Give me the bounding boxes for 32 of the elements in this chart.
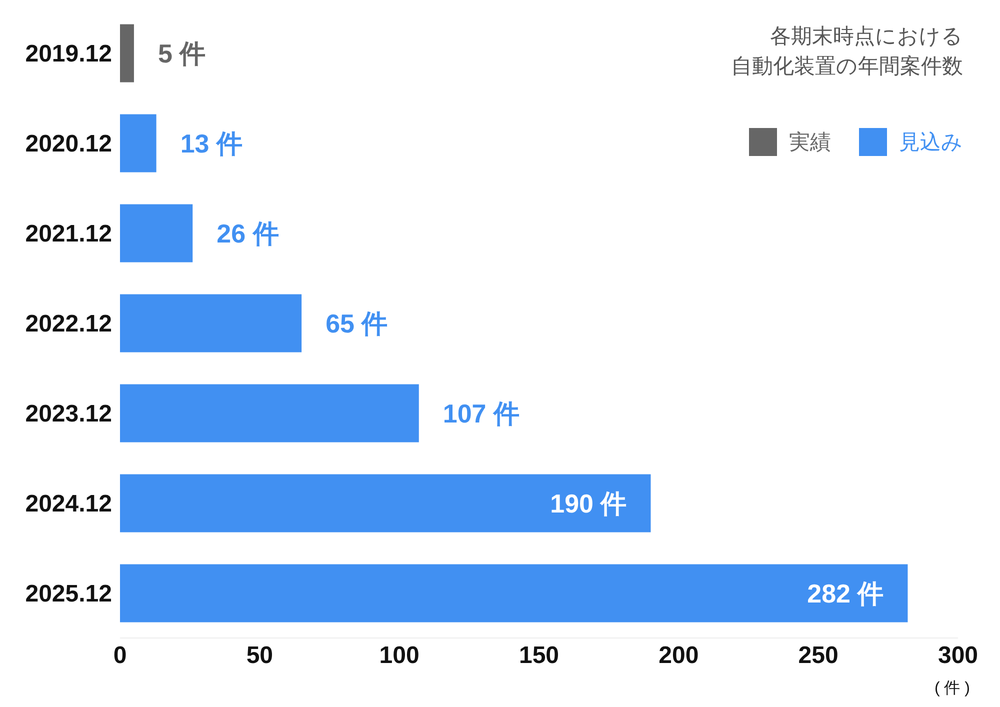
- y-tick-label: 2023.12: [25, 400, 112, 428]
- legend-label: 見込み: [899, 130, 963, 156]
- x-tick-label: 150: [518, 642, 560, 670]
- bar: [120, 24, 134, 82]
- legend-label: 実績: [789, 130, 831, 156]
- y-tick-label: 2022.12: [25, 310, 112, 338]
- bar: [120, 114, 156, 172]
- data-label: 190 件: [550, 488, 627, 518]
- bar: [120, 204, 193, 262]
- data-label: 26 件: [216, 218, 279, 248]
- data-label: 282 件: [807, 578, 884, 608]
- bar: [120, 474, 651, 532]
- annotation: 各期末時点における自動化装置の年間案件数: [731, 24, 963, 80]
- bar: [120, 564, 908, 622]
- y-tick-label: 2024.12: [25, 490, 112, 518]
- data-label: 107 件: [442, 398, 520, 428]
- data-label: 65 件: [326, 308, 388, 338]
- bar: [120, 384, 419, 442]
- x-tick-label: 250: [798, 642, 838, 670]
- x-tick-label: 300: [938, 642, 978, 670]
- x-tick-label: 100: [379, 642, 420, 670]
- x-axis-title: ( 件 ): [934, 679, 970, 699]
- y-tick-label: 2020.12: [25, 130, 112, 158]
- x-tick-label: 50: [246, 642, 274, 670]
- y-tick-label: 2019.12: [25, 40, 112, 68]
- y-tick-label: 2025.12: [25, 580, 112, 608]
- y-tick-label: 2021.12: [25, 220, 112, 248]
- bar: [120, 294, 302, 352]
- data-label: 13 件: [180, 128, 242, 158]
- data-label: 5 件: [158, 38, 206, 68]
- x-tick-label: 0: [113, 642, 127, 670]
- x-tick-label: 200: [658, 642, 699, 670]
